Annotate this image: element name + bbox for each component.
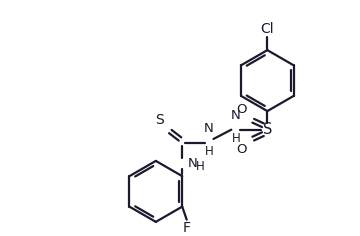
Text: O: O bbox=[236, 103, 247, 116]
Text: N: N bbox=[231, 109, 240, 122]
Text: N: N bbox=[188, 157, 197, 170]
Text: Cl: Cl bbox=[261, 22, 274, 36]
Text: H: H bbox=[196, 160, 205, 173]
Text: H: H bbox=[204, 145, 213, 158]
Text: O: O bbox=[236, 143, 247, 156]
Text: S: S bbox=[155, 113, 164, 127]
Text: S: S bbox=[263, 122, 272, 137]
Text: H: H bbox=[231, 131, 240, 144]
Text: F: F bbox=[183, 221, 191, 235]
Text: N: N bbox=[204, 122, 214, 135]
